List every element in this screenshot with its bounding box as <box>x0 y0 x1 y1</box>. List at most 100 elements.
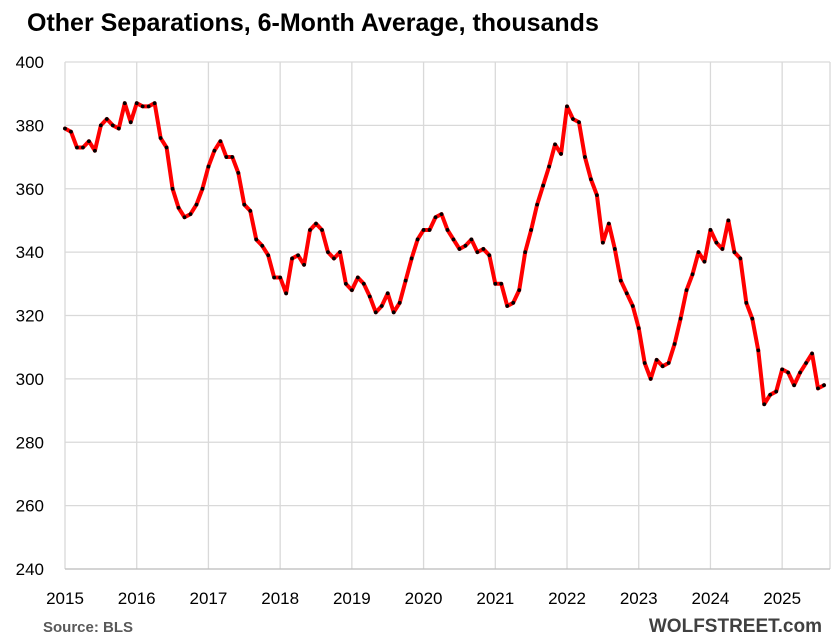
data-point <box>134 101 139 106</box>
data-point <box>654 357 659 362</box>
data-point <box>744 300 749 305</box>
x-tick-label: 2022 <box>548 589 586 608</box>
data-point <box>69 129 73 134</box>
x-tick-label: 2020 <box>405 589 443 608</box>
data-point <box>690 272 695 277</box>
data-point <box>397 300 402 305</box>
data-point <box>577 120 581 125</box>
data-point <box>583 155 587 159</box>
data-point <box>774 389 779 394</box>
data-point <box>332 256 336 261</box>
data-point <box>236 171 241 175</box>
data-point <box>816 386 820 391</box>
data-point <box>409 256 414 261</box>
data-point <box>505 304 510 308</box>
data-point <box>415 237 420 242</box>
x-tick-label: 2025 <box>763 589 801 608</box>
y-tick-label: 300 <box>16 370 44 389</box>
data-point <box>726 218 731 223</box>
chart-title: Other Separations, 6-Month Average, thou… <box>27 9 599 37</box>
data-point <box>63 126 67 131</box>
data-point <box>176 205 181 210</box>
data-point <box>349 288 354 293</box>
data-point <box>750 316 755 321</box>
data-point <box>140 104 145 109</box>
data-point <box>266 253 271 258</box>
x-axis-tick-labels: 2015 2016 2017 2018 2019 2020 2021 2022 2023 2024… <box>46 589 801 608</box>
data-point <box>756 348 761 353</box>
data-point <box>379 304 384 308</box>
data-point <box>367 294 372 299</box>
data-point <box>469 237 474 242</box>
data-point <box>152 101 157 106</box>
data-point <box>170 186 175 191</box>
x-tick-label: 2018 <box>261 589 299 608</box>
data-point <box>146 104 151 109</box>
data-point <box>445 228 450 232</box>
data-point <box>338 250 342 255</box>
data-point <box>738 256 743 261</box>
x-tick-label: 2021 <box>476 589 514 608</box>
data-point <box>218 139 223 144</box>
data-point <box>87 139 91 144</box>
data-point <box>182 215 187 220</box>
x-tick-label: 2019 <box>333 589 371 608</box>
data-point <box>475 250 480 255</box>
data-point <box>792 383 797 388</box>
y-tick-label: 380 <box>16 116 44 135</box>
data-point <box>302 262 306 267</box>
data-point <box>230 155 235 159</box>
data-point <box>308 228 312 232</box>
data-point <box>104 117 109 121</box>
y-tick-label: 260 <box>16 497 44 516</box>
data-point <box>110 123 115 128</box>
data-point <box>630 304 635 308</box>
data-point <box>780 367 785 372</box>
data-point <box>595 193 599 197</box>
data-point <box>702 259 707 264</box>
data-point <box>660 364 665 369</box>
data-point <box>559 151 563 156</box>
data-point <box>164 145 169 150</box>
data-point <box>206 164 211 169</box>
data-point <box>499 281 504 286</box>
data-point <box>260 243 265 248</box>
data-point <box>672 342 677 346</box>
source-label: Source: BLS <box>43 619 133 636</box>
data-point <box>212 148 217 153</box>
data-point <box>385 291 390 296</box>
data-point <box>636 326 641 331</box>
data-point <box>391 310 396 315</box>
data-point <box>714 240 719 245</box>
y-tick-label: 340 <box>16 243 44 262</box>
data-point <box>762 402 767 407</box>
x-tick-label: 2024 <box>692 589 730 608</box>
data-point <box>439 212 444 217</box>
data-point <box>122 101 127 106</box>
data-point <box>278 275 283 280</box>
data-point <box>606 221 611 226</box>
data-point <box>696 250 701 255</box>
data-point <box>798 370 802 375</box>
data-point <box>487 253 492 258</box>
data-point <box>571 117 575 121</box>
series-markers <box>63 101 826 407</box>
data-point <box>511 300 516 305</box>
data-point <box>553 142 557 147</box>
data-point <box>272 275 277 280</box>
data-point <box>457 247 462 251</box>
x-tick-label: 2023 <box>620 589 658 608</box>
data-point <box>427 228 432 232</box>
data-point <box>248 209 253 213</box>
data-point <box>326 250 330 255</box>
data-point <box>290 256 294 261</box>
data-point <box>296 253 300 258</box>
data-point <box>81 145 85 150</box>
data-point <box>421 228 426 232</box>
y-tick-label: 320 <box>16 307 44 326</box>
data-point <box>361 281 366 286</box>
data-point <box>158 136 163 140</box>
data-point <box>768 392 773 397</box>
x-tick-label: 2016 <box>118 589 156 608</box>
